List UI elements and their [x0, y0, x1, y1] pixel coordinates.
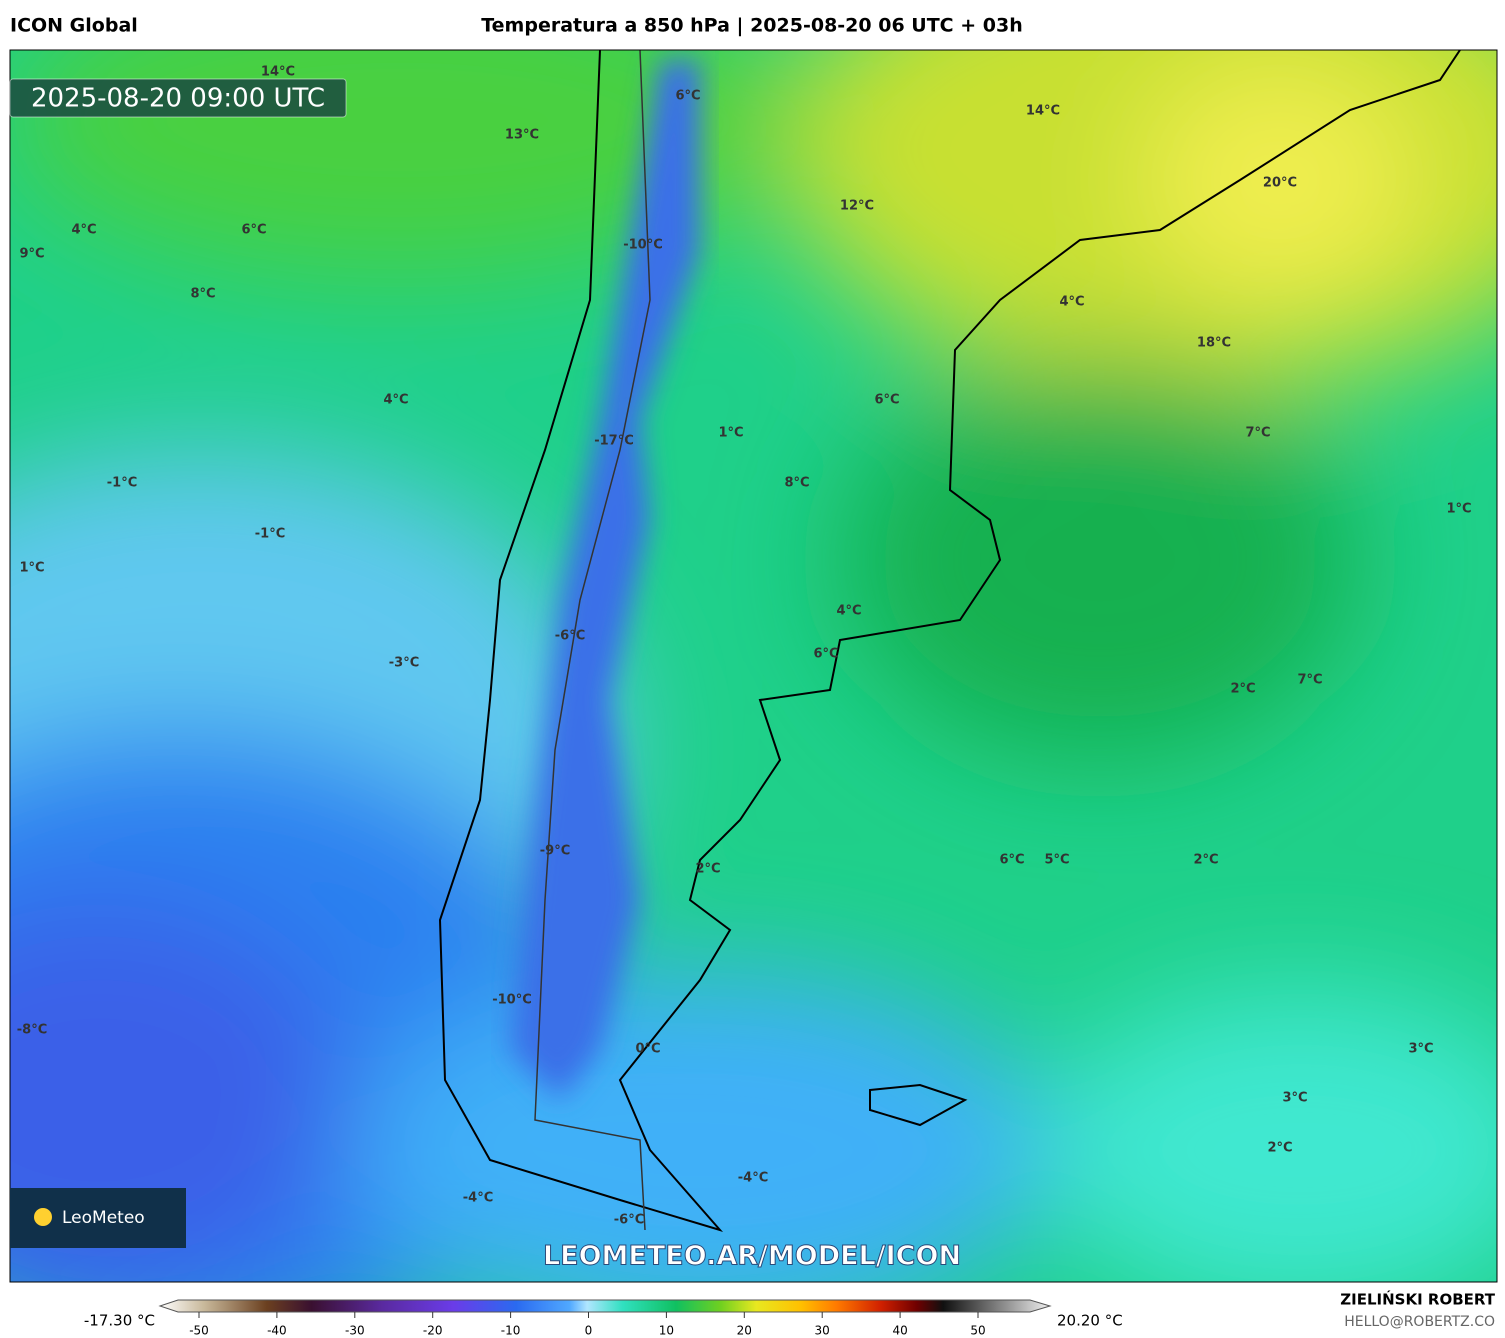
temperature-label: 18°C [1197, 336, 1231, 351]
temperature-label: 4°C [383, 393, 408, 408]
colorbar-min: -17.30 °C [84, 1312, 155, 1330]
temperature-label: -1°C [107, 476, 137, 491]
logo-sun [34, 1208, 52, 1226]
temperature-label: 2°C [695, 862, 720, 877]
temperature-label: 3°C [1282, 1091, 1307, 1106]
temperature-label: 14°C [261, 65, 295, 80]
temperature-label: 13°C [505, 128, 539, 143]
model-name: ICON Global [10, 15, 138, 37]
temperature-label: 20°C [1263, 176, 1297, 191]
colorbar-tick-label: -20 [423, 1324, 443, 1338]
falkland-islands [869, 1083, 968, 1127]
temperature-label: 1°C [718, 426, 743, 441]
colorbar-tick-label: 10 [659, 1324, 674, 1338]
map-title: Temperatura a 850 hPa | 2025-08-20 06 UT… [481, 15, 1023, 37]
temperature-label: 6°C [874, 393, 899, 408]
temperature-label: 0°C [635, 1042, 660, 1057]
colorbar-tick-label: 30 [815, 1324, 830, 1338]
temperature-label: 8°C [190, 287, 215, 302]
temperature-label: 7°C [1245, 426, 1270, 441]
temperature-label: 1°C [1446, 502, 1471, 517]
temperature-label: -6°C [555, 629, 585, 644]
temperature-label: -10°C [492, 993, 532, 1008]
temperature-label: -3°C [389, 656, 419, 671]
temperature-label: 4°C [1059, 295, 1084, 310]
temperature-label: -1°C [255, 527, 285, 542]
temperature-label: 12°C [840, 199, 874, 214]
temperature-label: 4°C [71, 223, 96, 238]
temperature-label: 2°C [1267, 1141, 1292, 1156]
colorbar-tick-label: -50 [189, 1324, 209, 1338]
temperature-label: -6°C [614, 1213, 644, 1228]
temperature-label: 6°C [241, 223, 266, 238]
temperature-label: 3°C [1408, 1042, 1433, 1057]
timestamp-badge [9, 78, 347, 118]
temperature-label: 6°C [813, 647, 838, 662]
colorbar-tick-label: 20 [737, 1324, 752, 1338]
colorbar-tick-label: 40 [892, 1324, 907, 1338]
temperature-label: 5°C [1044, 853, 1069, 868]
temperature-label: 8°C [784, 476, 809, 491]
temperature-label: -4°C [463, 1191, 493, 1206]
temperature-label: 6°C [999, 853, 1024, 868]
watermark: LEOMETEO.AR/MODEL/ICON [543, 1241, 961, 1272]
colorbar-tick-label: -40 [267, 1324, 287, 1338]
colorbar [158, 1299, 1052, 1313]
temperature-label: 1°C [19, 561, 44, 576]
temperature-label: 9°C [19, 247, 44, 262]
temperature-label: 2°C [1230, 682, 1255, 697]
logo: LeoMeteo [62, 1208, 145, 1228]
author: ZIELIŃSKI ROBERT [1340, 1290, 1495, 1309]
colorbar-max: 20.20 °C [1057, 1312, 1123, 1330]
colorbar-tick-label: 50 [970, 1324, 985, 1338]
colorbar-tick-label: 0 [585, 1324, 593, 1338]
timestamp: 2025-08-20 09:00 UTC [31, 84, 325, 114]
temperature-label: -8°C [17, 1023, 47, 1038]
temperature-label: -9°C [540, 844, 570, 859]
temperature-label: 2°C [1193, 853, 1218, 868]
temperature-label: 7°C [1297, 673, 1322, 688]
coastline [438, 50, 1461, 1232]
temperature-label: 6°C [675, 89, 700, 104]
border [534, 50, 651, 1231]
map-frame [9, 49, 1498, 1283]
temperature-label: 4°C [836, 604, 861, 619]
temperature-label: 14°C [1026, 104, 1060, 119]
email: HELLO@ROBERTZ.CO [1344, 1314, 1495, 1330]
andes-cold-band [510, 60, 700, 1100]
colorbar-tick-label: -10 [501, 1324, 521, 1338]
temperature-label: -10°C [623, 238, 663, 253]
temperature-label: -4°C [738, 1171, 768, 1186]
colorbar-tick-label: -30 [345, 1324, 365, 1338]
temperature-label: -17°C [594, 434, 634, 449]
